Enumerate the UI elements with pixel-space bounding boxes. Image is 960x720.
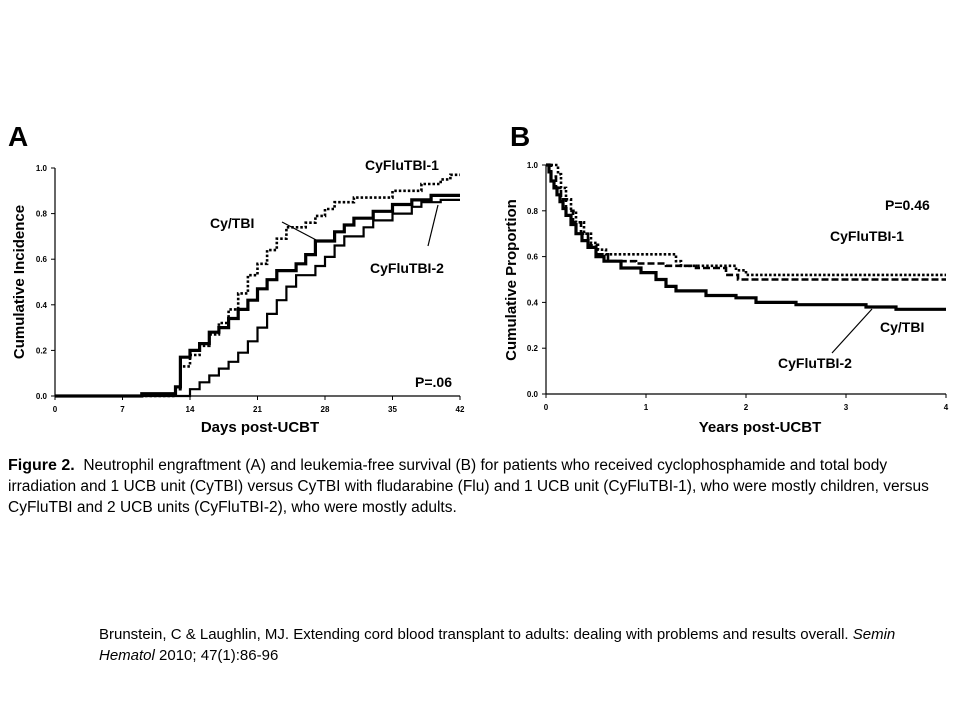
panel-b-y-tick-label: 1.0 (527, 161, 539, 170)
panel-b-label-cytbi: Cy/TBI (880, 319, 924, 335)
panel-b-x-tick-label: 0 (544, 403, 549, 412)
figure-caption-label: Figure 2. (8, 457, 75, 474)
panel-b-x-tick-label: 2 (744, 403, 749, 412)
panel-b-x-tick-label: 3 (844, 403, 849, 412)
panel-b-letter: B (510, 121, 530, 152)
citation-journal: Semin Hematol (99, 626, 896, 664)
panel-b: B Cumulative Proportion Years post-UCBT … (503, 121, 949, 436)
panel-a-leader-cyflutbi-2 (427, 204, 439, 247)
panel-a-y-tick-label: 1.0 (36, 164, 48, 173)
panel-a-x-tick-label: 21 (253, 405, 262, 414)
panel-a-ticks: 0 7 14 21 28 35 42 0.0 0.2 0.4 0.6 0.8 1.0 (36, 164, 465, 414)
panel-b-ticks: 0 1 2 3 4 0.0 0.2 0.4 0.6 0.8 1.0 (527, 161, 949, 412)
panel-b-y-tick-label: 0.4 (527, 298, 539, 307)
panel-b-series-cyflutbi-2 (546, 163, 946, 281)
panel-a-label-cyflutbi-1: CyFluTBI-1 (365, 157, 439, 173)
panel-a-y-tick-label: 0.2 (36, 346, 48, 355)
citation-volume: 2010; 47(1):86-96 (154, 647, 279, 664)
panel-a-x-tick-label: 0 (53, 405, 58, 414)
panel-a-y-tick-label: 0.4 (36, 301, 48, 310)
panel-b-leader-cyflutbi-2 (831, 308, 873, 354)
panel-a-label-cyflutbi-2: CyFluTBI-2 (370, 260, 444, 276)
citation-authors-title: Brunstein, C & Laughlin, MJ. Extending c… (99, 626, 853, 643)
panel-b-y-tick-label: 0.8 (527, 207, 539, 216)
citation: Brunstein, C & Laughlin, MJ. Extending c… (99, 624, 919, 666)
panel-b-series-cy-tbi (546, 163, 946, 311)
panel-b-p-value: P=0.46 (885, 197, 930, 213)
panel-a: A Cumulative Incidence Days post-UCBT 0 7… (8, 121, 465, 436)
figure-caption-text: Neutrophil engraftment (A) and leukemia-… (8, 457, 929, 516)
panel-b-y-axis-title: Cumulative Proportion (503, 199, 520, 361)
panel-a-series (55, 173, 460, 398)
panel-b-label-cyflutbi-2: CyFluTBI-2 (778, 355, 852, 371)
panel-b-y-tick-label: 0.2 (527, 344, 539, 353)
panel-a-x-tick-label: 35 (388, 405, 397, 414)
panel-b-label-cyflutbi-1: CyFluTBI-1 (830, 228, 904, 244)
panel-b-series-cyflutbi-1 (546, 163, 946, 277)
panel-a-series-cyflutbi-2 (55, 198, 460, 398)
panel-b-y-tick-label: 0.6 (527, 253, 539, 262)
panel-a-series-cyflutbi-1 (55, 173, 460, 398)
panel-a-x-tick-label: 28 (321, 405, 330, 414)
panel-a-x-tick-label: 7 (120, 405, 125, 414)
panel-a-y-tick-label: 0.0 (36, 392, 48, 401)
panel-a-y-tick-label: 0.6 (36, 255, 48, 264)
panel-a-y-tick-label: 0.8 (36, 210, 48, 219)
panel-b-x-tick-label: 1 (644, 403, 649, 412)
panel-b-x-tick-label: 4 (944, 403, 949, 412)
panel-a-x-axis-title: Days post-UCBT (201, 419, 319, 436)
figure-caption: Figure 2. Neutrophil engraftment (A) and… (8, 455, 948, 518)
panel-a-series-cy-tbi (55, 193, 460, 398)
panel-a-letter: A (8, 121, 28, 152)
panel-a-x-tick-label: 14 (186, 405, 195, 414)
panel-a-p-value: P=.06 (415, 374, 452, 390)
panel-a-label-cytbi: Cy/TBI (210, 215, 254, 231)
panel-b-series (546, 163, 946, 311)
panel-b-x-axis-title: Years post-UCBT (699, 419, 822, 436)
panel-a-y-axis-title: Cumulative Incidence (11, 205, 28, 359)
panel-a-leader-cytbi (281, 221, 321, 243)
panel-a-x-tick-label: 42 (456, 405, 465, 414)
panel-b-y-tick-label: 0.0 (527, 390, 539, 399)
